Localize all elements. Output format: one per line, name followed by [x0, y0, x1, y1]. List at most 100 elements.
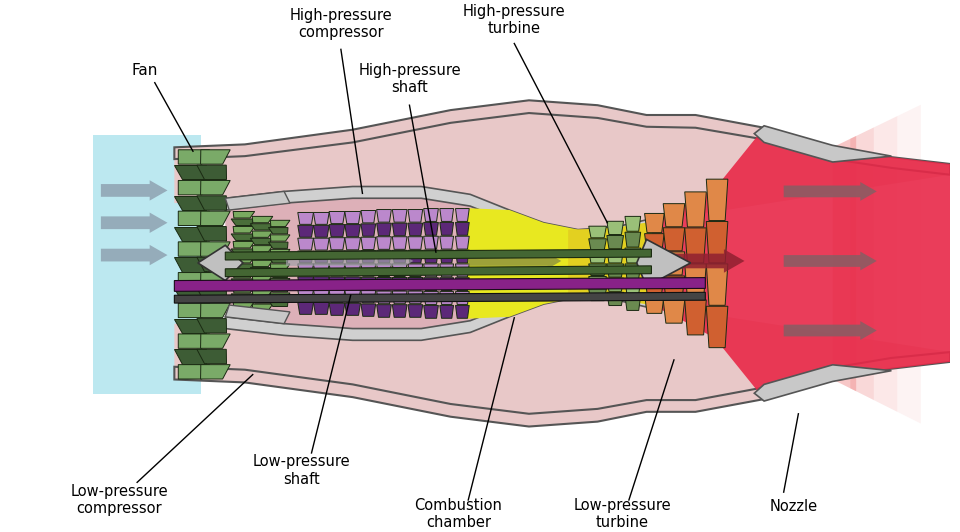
Polygon shape	[361, 264, 375, 276]
Polygon shape	[783, 321, 876, 340]
Polygon shape	[226, 198, 646, 329]
Polygon shape	[271, 235, 290, 241]
Polygon shape	[298, 212, 314, 225]
Polygon shape	[226, 305, 290, 323]
Text: Fan: Fan	[132, 63, 158, 78]
Polygon shape	[657, 249, 745, 273]
Polygon shape	[625, 248, 640, 263]
Polygon shape	[423, 292, 439, 304]
Polygon shape	[251, 282, 271, 288]
Polygon shape	[197, 165, 227, 179]
Polygon shape	[663, 252, 684, 275]
Polygon shape	[393, 223, 407, 236]
Polygon shape	[625, 264, 640, 279]
Polygon shape	[175, 113, 950, 232]
Polygon shape	[345, 277, 361, 289]
Polygon shape	[361, 237, 375, 250]
Polygon shape	[345, 212, 361, 223]
Polygon shape	[314, 277, 329, 289]
Polygon shape	[314, 303, 329, 314]
Polygon shape	[231, 219, 252, 226]
Polygon shape	[588, 251, 607, 263]
Polygon shape	[226, 249, 652, 260]
Polygon shape	[644, 254, 664, 273]
Polygon shape	[455, 305, 469, 318]
Polygon shape	[179, 364, 209, 379]
Polygon shape	[233, 256, 254, 263]
Polygon shape	[607, 292, 623, 305]
Polygon shape	[588, 226, 607, 238]
Polygon shape	[408, 305, 422, 317]
Polygon shape	[201, 364, 230, 379]
Polygon shape	[252, 304, 273, 311]
Polygon shape	[252, 246, 273, 252]
Polygon shape	[271, 220, 290, 227]
Polygon shape	[231, 234, 252, 240]
Polygon shape	[345, 225, 361, 237]
Polygon shape	[233, 242, 254, 248]
Polygon shape	[175, 350, 205, 364]
Polygon shape	[568, 222, 652, 305]
Polygon shape	[179, 150, 209, 164]
Polygon shape	[440, 236, 453, 249]
Polygon shape	[684, 192, 707, 227]
Polygon shape	[588, 289, 607, 301]
Polygon shape	[663, 204, 684, 227]
Polygon shape	[783, 252, 876, 270]
Polygon shape	[226, 266, 652, 277]
Polygon shape	[783, 182, 876, 201]
Polygon shape	[329, 264, 345, 276]
Polygon shape	[252, 275, 273, 281]
Text: High-pressure
turbine: High-pressure turbine	[463, 4, 565, 36]
Polygon shape	[607, 250, 623, 263]
Polygon shape	[179, 180, 209, 195]
Polygon shape	[393, 291, 407, 304]
Polygon shape	[625, 280, 640, 295]
Polygon shape	[393, 264, 407, 277]
Polygon shape	[440, 222, 453, 235]
Polygon shape	[298, 251, 314, 263]
Polygon shape	[345, 264, 361, 276]
Text: Nozzle: Nozzle	[769, 500, 818, 514]
Polygon shape	[393, 210, 407, 222]
Polygon shape	[269, 242, 288, 248]
Polygon shape	[269, 256, 288, 263]
Polygon shape	[298, 277, 314, 289]
Polygon shape	[271, 278, 290, 285]
Polygon shape	[329, 225, 345, 237]
Polygon shape	[423, 264, 439, 277]
Polygon shape	[361, 211, 375, 223]
Polygon shape	[226, 286, 646, 340]
Polygon shape	[93, 135, 201, 394]
Polygon shape	[376, 237, 392, 250]
Polygon shape	[314, 212, 329, 225]
Polygon shape	[361, 290, 375, 303]
Polygon shape	[376, 251, 392, 263]
Polygon shape	[329, 290, 345, 302]
Polygon shape	[455, 292, 469, 304]
Polygon shape	[198, 245, 243, 280]
Polygon shape	[376, 278, 392, 290]
Polygon shape	[607, 278, 623, 292]
Polygon shape	[101, 180, 167, 201]
Text: Low-pressure
turbine: Low-pressure turbine	[573, 497, 671, 530]
Polygon shape	[175, 196, 205, 210]
Polygon shape	[408, 278, 422, 290]
Polygon shape	[175, 319, 205, 333]
Polygon shape	[423, 236, 439, 249]
Polygon shape	[707, 264, 728, 305]
Polygon shape	[361, 224, 375, 236]
Polygon shape	[329, 251, 345, 263]
Polygon shape	[455, 278, 469, 290]
Polygon shape	[231, 309, 252, 315]
Polygon shape	[361, 251, 375, 263]
Polygon shape	[625, 232, 640, 247]
Polygon shape	[455, 264, 469, 277]
Polygon shape	[179, 242, 209, 256]
Polygon shape	[408, 223, 422, 236]
Polygon shape	[179, 272, 209, 287]
Polygon shape	[361, 277, 375, 289]
Polygon shape	[251, 238, 271, 245]
Polygon shape	[408, 264, 422, 277]
Polygon shape	[269, 228, 288, 234]
